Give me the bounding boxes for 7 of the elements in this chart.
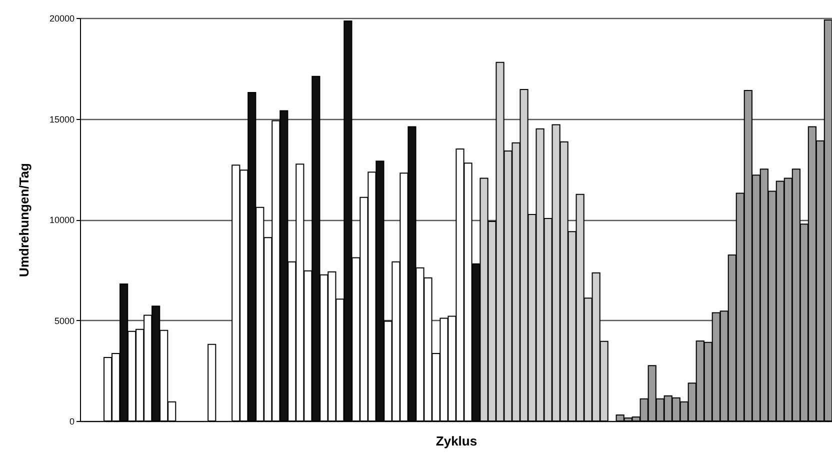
y-tick-label: 0 [69, 416, 74, 426]
y-tick-label: 10000 [49, 215, 74, 225]
y-tick-label: 15000 [49, 114, 74, 124]
y-tick-label: 20000 [49, 14, 74, 24]
x-axis-title: Zyklus [436, 434, 478, 448]
y-tick-label: 5000 [54, 316, 74, 326]
y-axis-title: Umdrehungen/Tag [16, 163, 32, 277]
